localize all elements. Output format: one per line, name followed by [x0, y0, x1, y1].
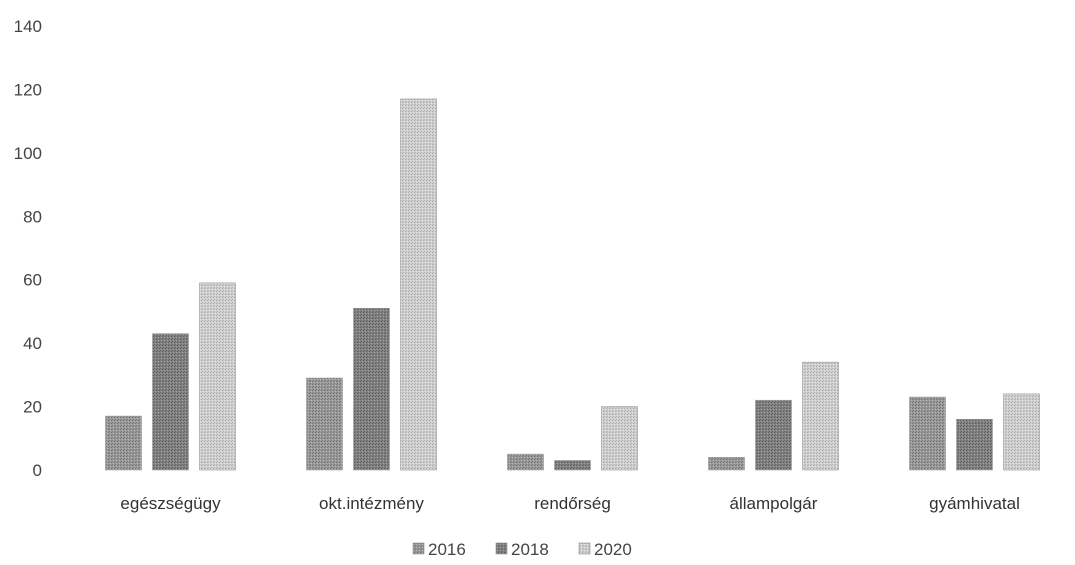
x-category-label: egészségügy [120, 494, 221, 513]
x-category-label: állampolgár [730, 494, 818, 513]
bar-2018 [152, 333, 189, 471]
legend-swatch-2018 [495, 542, 508, 555]
bar-2018 [755, 399, 792, 471]
x-axis: egészségügy okt.intézmény rendőrség állampo… [120, 494, 1019, 513]
bar-2020 [802, 361, 839, 471]
y-axis: 0 20 40 60 80 100 120 140 [14, 17, 42, 480]
bar-2016 [507, 453, 544, 471]
legend-label-2020: 2020 [594, 540, 632, 559]
bar-2018 [956, 418, 993, 471]
y-tick-label: 60 [23, 271, 42, 290]
bar-2016 [306, 377, 343, 471]
legend-label-2016: 2016 [428, 540, 466, 559]
y-tick-label: 100 [14, 144, 42, 163]
y-tick-label: 20 [23, 398, 42, 417]
legend: 2016 2018 2020 [412, 540, 632, 559]
x-category-label: rendőrség [534, 494, 611, 513]
bar-2020 [400, 98, 437, 471]
x-category-label: gyámhivatal [929, 494, 1020, 513]
y-tick-label: 80 [23, 207, 42, 226]
y-tick-label: 120 [14, 80, 42, 99]
bar-2016 [105, 415, 142, 471]
bar-2020 [199, 282, 236, 471]
bar-2020 [1003, 393, 1040, 471]
x-category-label: okt.intézmény [319, 494, 424, 513]
bar-2016 [909, 396, 946, 471]
bars-group [105, 98, 1040, 471]
legend-swatch-2020 [578, 542, 591, 555]
y-tick-label: 0 [33, 461, 42, 480]
bar-2020 [601, 406, 638, 471]
bar-2018 [554, 460, 591, 471]
bar-2016 [708, 457, 745, 471]
legend-label-2018: 2018 [511, 540, 549, 559]
y-tick-label: 140 [14, 17, 42, 36]
legend-swatch-2016 [412, 542, 425, 555]
bar-2018 [353, 307, 390, 471]
y-tick-label: 40 [23, 334, 42, 353]
